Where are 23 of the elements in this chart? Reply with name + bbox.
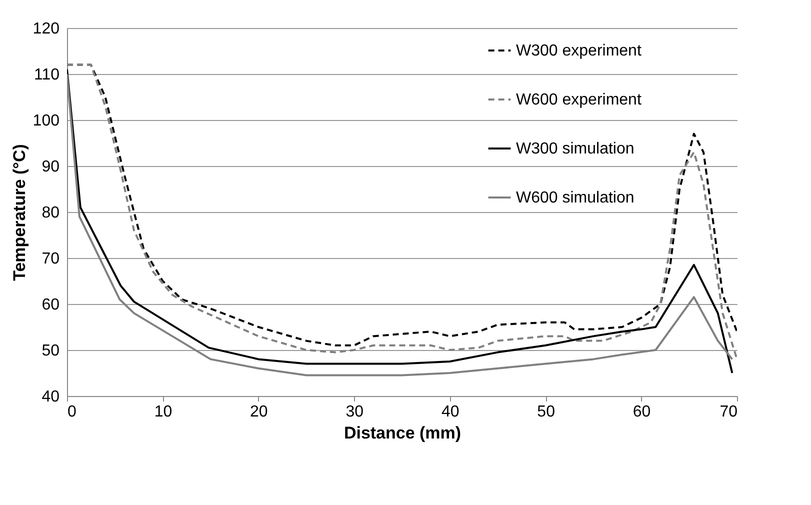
y-tick-label: 40 bbox=[42, 388, 60, 406]
x-tick-label: 20 bbox=[250, 404, 268, 420]
x-tick-label: 50 bbox=[537, 404, 556, 420]
x-tick-label: 30 bbox=[346, 404, 364, 420]
x-tick-label: 60 bbox=[632, 404, 651, 420]
y-tick-label: 70 bbox=[42, 250, 60, 268]
x-tick-label: 0 bbox=[68, 404, 76, 420]
y-tick-label: 50 bbox=[42, 342, 60, 360]
x-tick-label: 10 bbox=[154, 404, 172, 420]
x-tick-label: 70 bbox=[720, 404, 738, 420]
y-tick-label: 60 bbox=[42, 296, 60, 314]
x-axis-title: Distance (mm) bbox=[344, 424, 462, 442]
legend-label: W600 experiment bbox=[516, 92, 642, 108]
y-tick-label: 110 bbox=[34, 66, 60, 84]
legend-label: W300 experiment bbox=[516, 42, 642, 60]
y-tick-label: 80 bbox=[42, 204, 60, 222]
x-tick-label: 40 bbox=[441, 404, 460, 420]
y-tick-label: 100 bbox=[32, 112, 60, 130]
y-tick-label: 120 bbox=[32, 20, 60, 38]
y-axis-title: Temperature (°C) bbox=[10, 144, 29, 281]
y-tick-label: 90 bbox=[42, 158, 60, 176]
legend-label: W300 simulation bbox=[516, 140, 634, 158]
legend-label: W600 simulation bbox=[516, 190, 634, 206]
